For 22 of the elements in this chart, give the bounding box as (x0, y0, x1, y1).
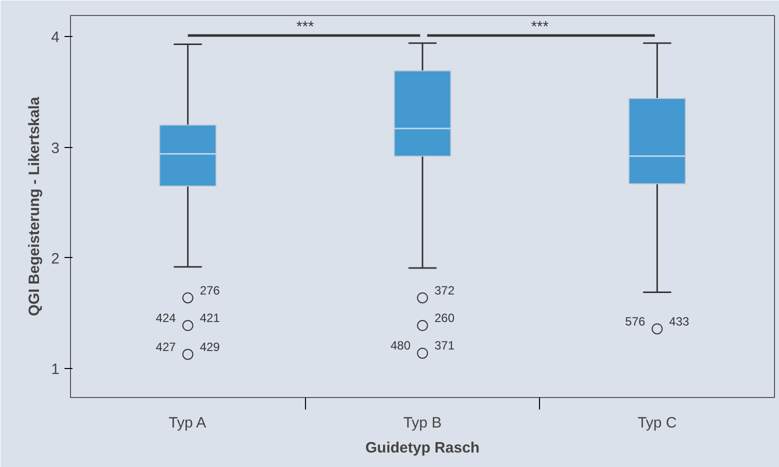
y-tick-label: 1 (51, 361, 60, 378)
x-tick-label: Typ B (403, 414, 442, 432)
annotation: 424 (156, 311, 176, 326)
y-axis-title: QGI Begeisterung - Likertskala (26, 96, 44, 316)
y-tick-label: 2 (51, 250, 60, 268)
annotation: 276 (200, 283, 220, 298)
y-tick-label: 3 (51, 140, 60, 157)
annotation: 427 (156, 340, 176, 354)
annotation: 576 (625, 314, 646, 328)
y-tick-label: 4 (51, 29, 60, 46)
x-tick-label: Typ C (638, 414, 677, 432)
annotation: 421 (200, 311, 220, 326)
annotation: 429 (200, 340, 220, 354)
x-axis-title: Guidetyp Rasch (365, 440, 480, 456)
annotation: 260 (434, 311, 455, 326)
annotation: 371 (434, 338, 455, 353)
x-tick-label: Typ A (168, 414, 206, 432)
annotation: *** (296, 18, 314, 36)
annotation: *** (531, 18, 549, 36)
annotation: 372 (434, 283, 455, 298)
annotation: 480 (390, 338, 411, 353)
annotation: 433 (669, 314, 690, 328)
